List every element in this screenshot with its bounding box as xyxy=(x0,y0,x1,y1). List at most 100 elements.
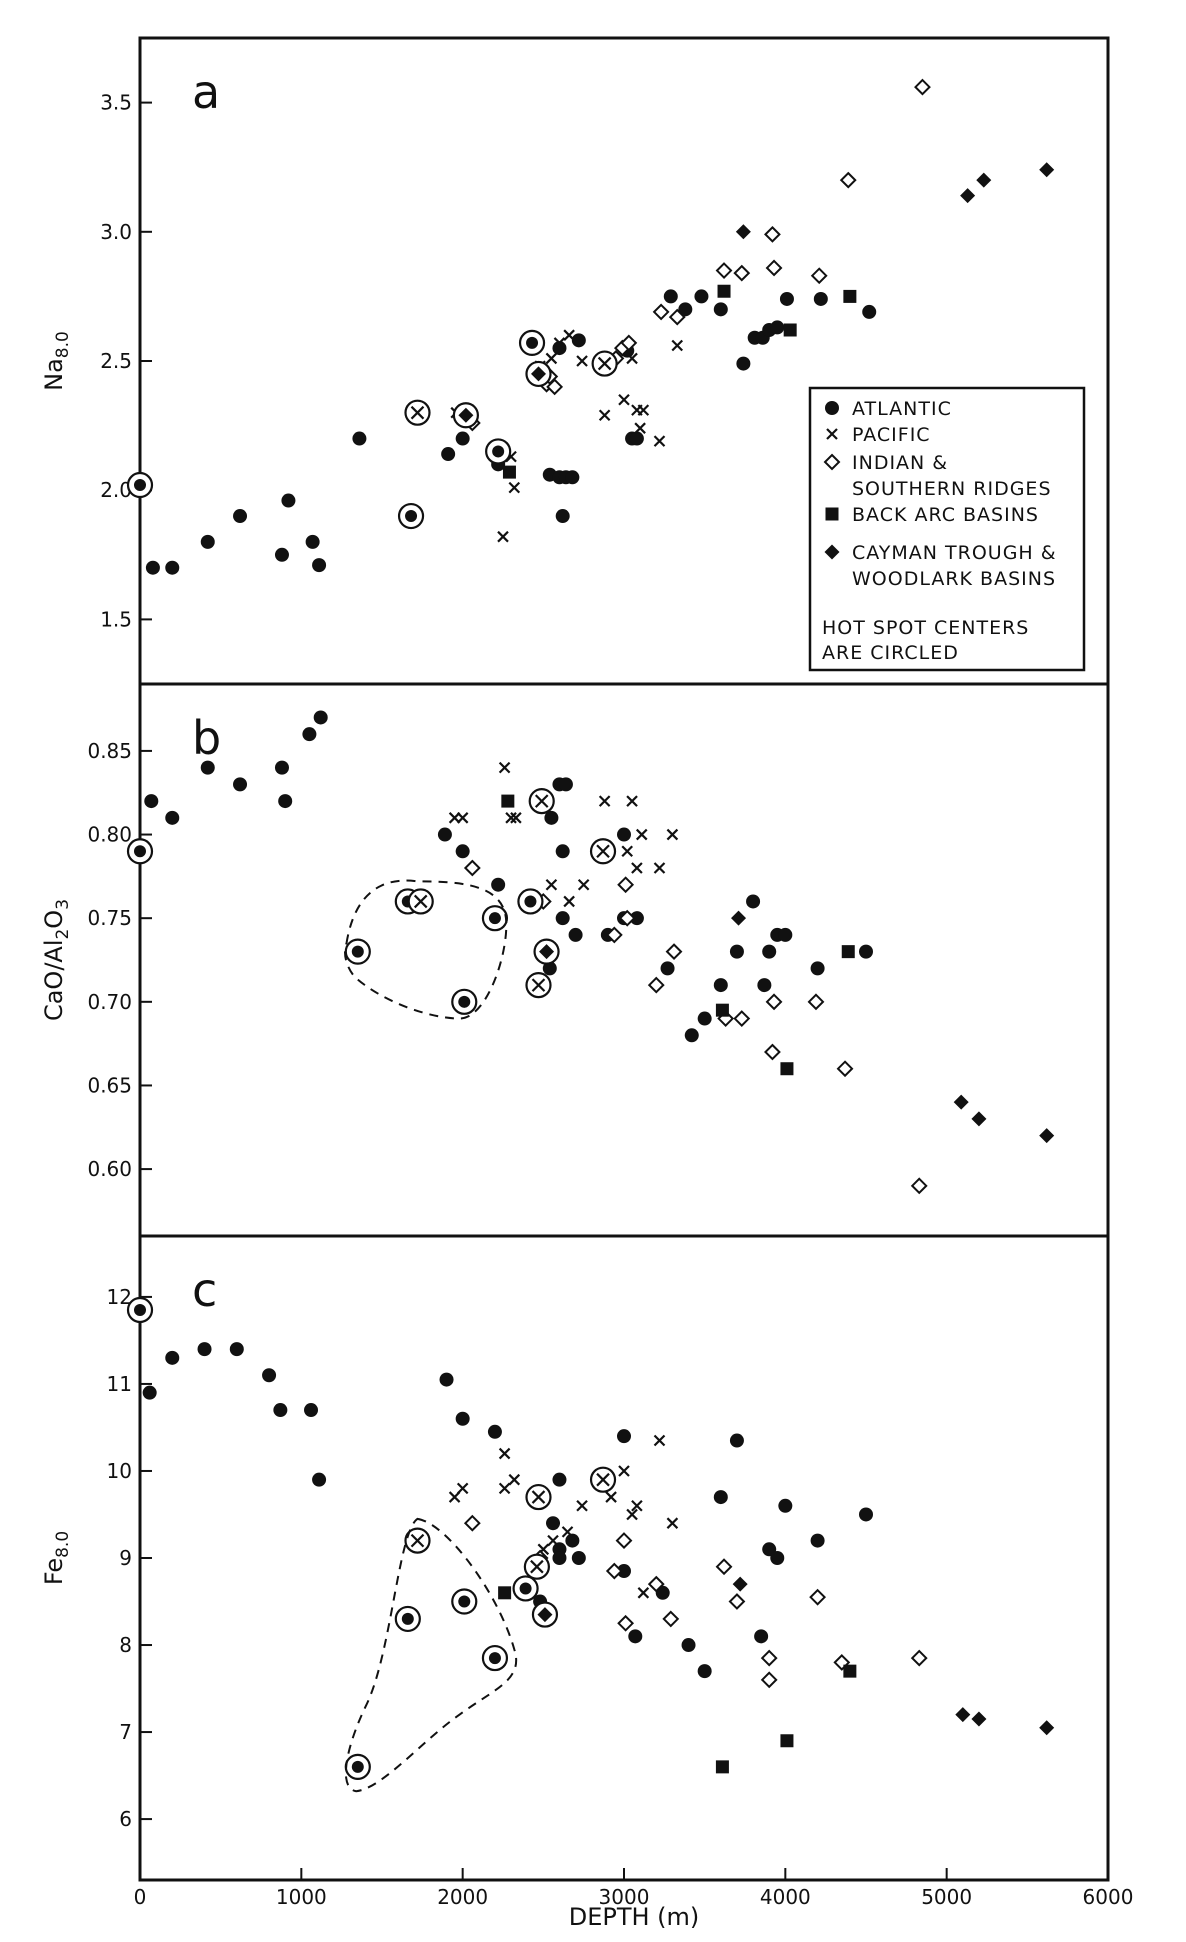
point-dot xyxy=(312,1472,327,1487)
legend-label-line2: SOUTHERN RIDGES xyxy=(852,478,1052,500)
point-x xyxy=(626,1508,638,1521)
point-diamond-open xyxy=(715,262,733,279)
x-tick-label: 1000 xyxy=(276,1885,327,1909)
point-dot xyxy=(165,1350,180,1365)
point-dot xyxy=(273,1403,288,1418)
point-x xyxy=(605,1491,617,1503)
point-diamond-open xyxy=(760,1671,778,1689)
point-x xyxy=(635,828,648,841)
legend-label: BACK ARC BASINS xyxy=(852,504,1039,526)
point-diamond xyxy=(976,172,992,188)
y-tick-label-c: 6 xyxy=(119,1807,132,1831)
point-dot xyxy=(757,978,772,993)
y-tick-label-c: 7 xyxy=(119,1720,132,1744)
point-diamond-open xyxy=(733,264,751,282)
point-dot xyxy=(305,534,320,549)
point-dot xyxy=(617,1564,631,1579)
point-dot xyxy=(770,320,785,335)
x-tick-label: 4000 xyxy=(760,1885,811,1909)
point-dot xyxy=(144,794,159,809)
point-dot xyxy=(304,1403,319,1418)
point-diamond-open xyxy=(810,267,828,285)
point-diamond-circled xyxy=(452,402,479,429)
point-dot xyxy=(663,289,678,304)
point-dot xyxy=(552,1551,567,1565)
point-x xyxy=(508,1473,521,1486)
point-dot xyxy=(859,1507,873,1522)
point-dot xyxy=(681,1638,696,1653)
points-b xyxy=(126,710,1055,1195)
legend-marker-square xyxy=(825,507,839,521)
point-square xyxy=(843,1664,857,1678)
point-square xyxy=(780,1062,794,1076)
point-dot xyxy=(713,302,728,317)
point-x xyxy=(508,481,521,494)
x-tick-label: 6000 xyxy=(1083,1885,1134,1909)
point-dot-circled xyxy=(517,888,544,915)
point-dot xyxy=(778,927,793,942)
point-dot xyxy=(281,493,296,508)
point-diamond-open xyxy=(809,1588,827,1606)
point-x-circled xyxy=(528,787,555,815)
point-x-circled xyxy=(525,1483,552,1511)
point-x xyxy=(561,1526,574,1538)
point-x xyxy=(666,828,679,841)
point-diamond-open xyxy=(647,1575,665,1593)
point-dot xyxy=(628,1629,643,1644)
point-x xyxy=(634,422,646,434)
point-x xyxy=(637,404,650,416)
point-dot xyxy=(165,810,180,825)
point-diamond-open xyxy=(910,1649,928,1667)
point-diamond-open xyxy=(760,1649,778,1667)
point-x xyxy=(498,1482,511,1495)
point-dot xyxy=(455,1411,470,1426)
point-dot xyxy=(571,333,586,348)
point-x xyxy=(618,393,630,406)
point-dot xyxy=(678,302,693,317)
point-diamond-open xyxy=(807,993,825,1011)
point-dot xyxy=(437,827,452,842)
y-tick-label-b: 0.65 xyxy=(87,1073,132,1097)
point-dot xyxy=(455,431,470,446)
point-dot-circled xyxy=(451,988,478,1015)
point-dot-circled xyxy=(451,1588,478,1615)
point-square xyxy=(715,1003,729,1017)
point-x xyxy=(621,845,634,858)
point-x-circled xyxy=(523,1553,550,1580)
point-dot-circled xyxy=(344,938,371,965)
y-axis-title-b: CaO/Al2O3 xyxy=(40,899,73,1021)
point-diamond xyxy=(1039,1720,1055,1736)
point-dot xyxy=(555,911,570,926)
point-dot xyxy=(770,1551,785,1565)
legend-label-line2: WOODLARK BASINS xyxy=(852,568,1056,590)
point-diamond xyxy=(971,1111,987,1127)
points-c xyxy=(126,1296,1055,1780)
point-diamond xyxy=(971,1711,987,1727)
point-dot-circled xyxy=(344,1753,371,1780)
point-square xyxy=(502,465,516,479)
point-diamond-circled xyxy=(531,1601,559,1628)
point-dot-circled xyxy=(126,471,154,499)
y-tick-label-a: 2.0 xyxy=(100,478,132,502)
y-tick-label-b: 0.60 xyxy=(87,1157,132,1181)
point-dot xyxy=(810,961,825,976)
panel-letter-b: b xyxy=(192,711,221,765)
point-dot-circled xyxy=(518,329,546,357)
legend-label: CAYMAN TROUGH & xyxy=(852,542,1057,564)
point-x xyxy=(498,1447,511,1460)
y-tick-label-b: 0.85 xyxy=(87,739,132,763)
point-x xyxy=(653,435,666,447)
point-dot xyxy=(697,1011,712,1026)
hotspot-outline-c xyxy=(344,1517,517,1793)
point-diamond-open xyxy=(765,259,783,277)
point-diamond-open xyxy=(668,308,686,326)
legend-box xyxy=(808,386,1086,672)
point-square xyxy=(498,1586,512,1600)
point-dot xyxy=(312,558,327,573)
point-x xyxy=(563,895,575,908)
point-dot xyxy=(813,291,828,306)
point-dot xyxy=(762,944,777,959)
point-dot xyxy=(565,470,580,485)
point-diamond-open xyxy=(652,303,670,321)
